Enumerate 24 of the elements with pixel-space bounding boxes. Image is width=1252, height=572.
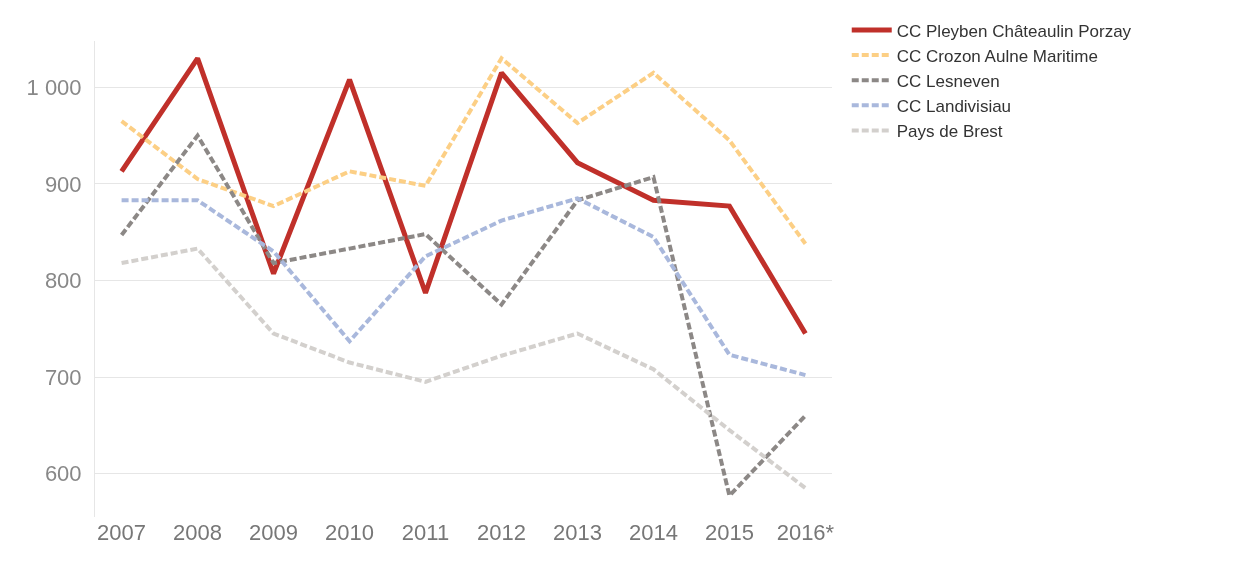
line-series [119,56,808,246]
x-tick-label: 2012 [477,520,526,545]
x-tick-label: 2016* [776,520,835,545]
line-series [119,246,808,491]
legend-label: CC Crozon Aulne Maritime [896,46,1098,66]
x-tick-label: 2009 [249,520,299,545]
legend-label: CC Lesneven [896,71,1000,91]
x-tick-label: 2014 [628,520,678,545]
x-tick-label: 2013 [552,520,602,545]
x-tick-label: 2015 [704,520,754,545]
legend-label: CC Pleyben Châteaulin Porzay [896,21,1132,41]
x-tick-label: 2007 [97,520,147,545]
legend-label: CC Landivisiau [896,96,1012,116]
y-tick-label: 800 [44,268,82,294]
y-tick-label: 600 [44,461,82,487]
line-series [119,196,808,378]
line-series [119,133,808,498]
y-tick-label: 900 [44,171,82,197]
legend-label: Pays de Brest [896,122,1003,142]
x-tick-label: 2008 [173,520,223,545]
x-tick-label: 2010 [325,520,375,545]
y-tick-label: 700 [44,364,82,390]
x-tick-label: 2011 [401,520,450,545]
y-tick-label: 1 000 [26,75,82,101]
